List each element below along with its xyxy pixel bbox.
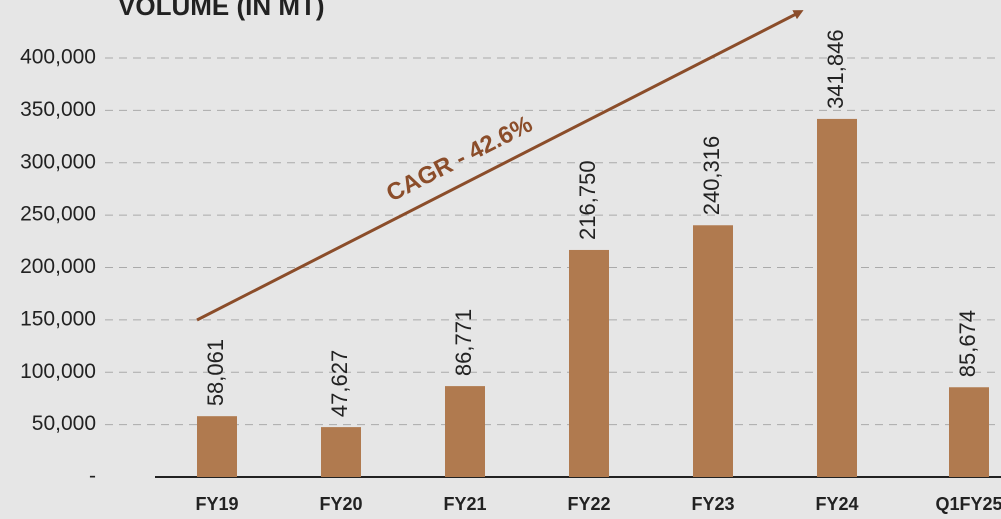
trend-arrow: [196, 10, 804, 322]
x-tick-label: FY22: [567, 494, 610, 514]
x-tick-label: FY24: [815, 494, 858, 514]
x-tick-label: FY23: [691, 494, 734, 514]
value-label: 47,627: [327, 350, 352, 417]
value-label: 216,750: [575, 160, 600, 240]
x-tick-label: Q1FY25: [935, 494, 1001, 514]
x-tick-label: FY20: [319, 494, 362, 514]
y-tick-label: 100,000: [20, 360, 96, 383]
bar: [693, 225, 733, 477]
y-tick-label: 300,000: [20, 150, 96, 173]
bar: [949, 387, 989, 477]
bar: [445, 386, 485, 477]
bar: [569, 249, 609, 477]
value-label: 58,061: [203, 339, 228, 406]
y-tick-label: 50,000: [32, 412, 96, 435]
y-tick-label: 150,000: [20, 307, 96, 330]
value-label: 341,846: [823, 29, 848, 109]
y-tick-label: -: [89, 465, 96, 488]
value-label: 240,316: [699, 136, 724, 216]
y-tick-label: 250,000: [20, 203, 96, 226]
x-tick-label: FY19: [195, 494, 238, 514]
y-tick-label: 200,000: [20, 255, 96, 278]
y-tick-label: 350,000: [20, 98, 96, 121]
plot: - 50,000 100,000 150,000 200,000 250,000 300,0…: [20, 29, 1001, 514]
bar: [197, 416, 237, 477]
value-label: 85,674: [955, 310, 980, 377]
bar: [321, 427, 361, 477]
x-tick-label: FY21: [443, 494, 486, 514]
bar: [817, 118, 857, 477]
y-tick-label: 400,000: [20, 46, 96, 69]
chart-title: VOLUME (IN MT): [118, 0, 325, 21]
value-label: 86,771: [451, 309, 476, 376]
